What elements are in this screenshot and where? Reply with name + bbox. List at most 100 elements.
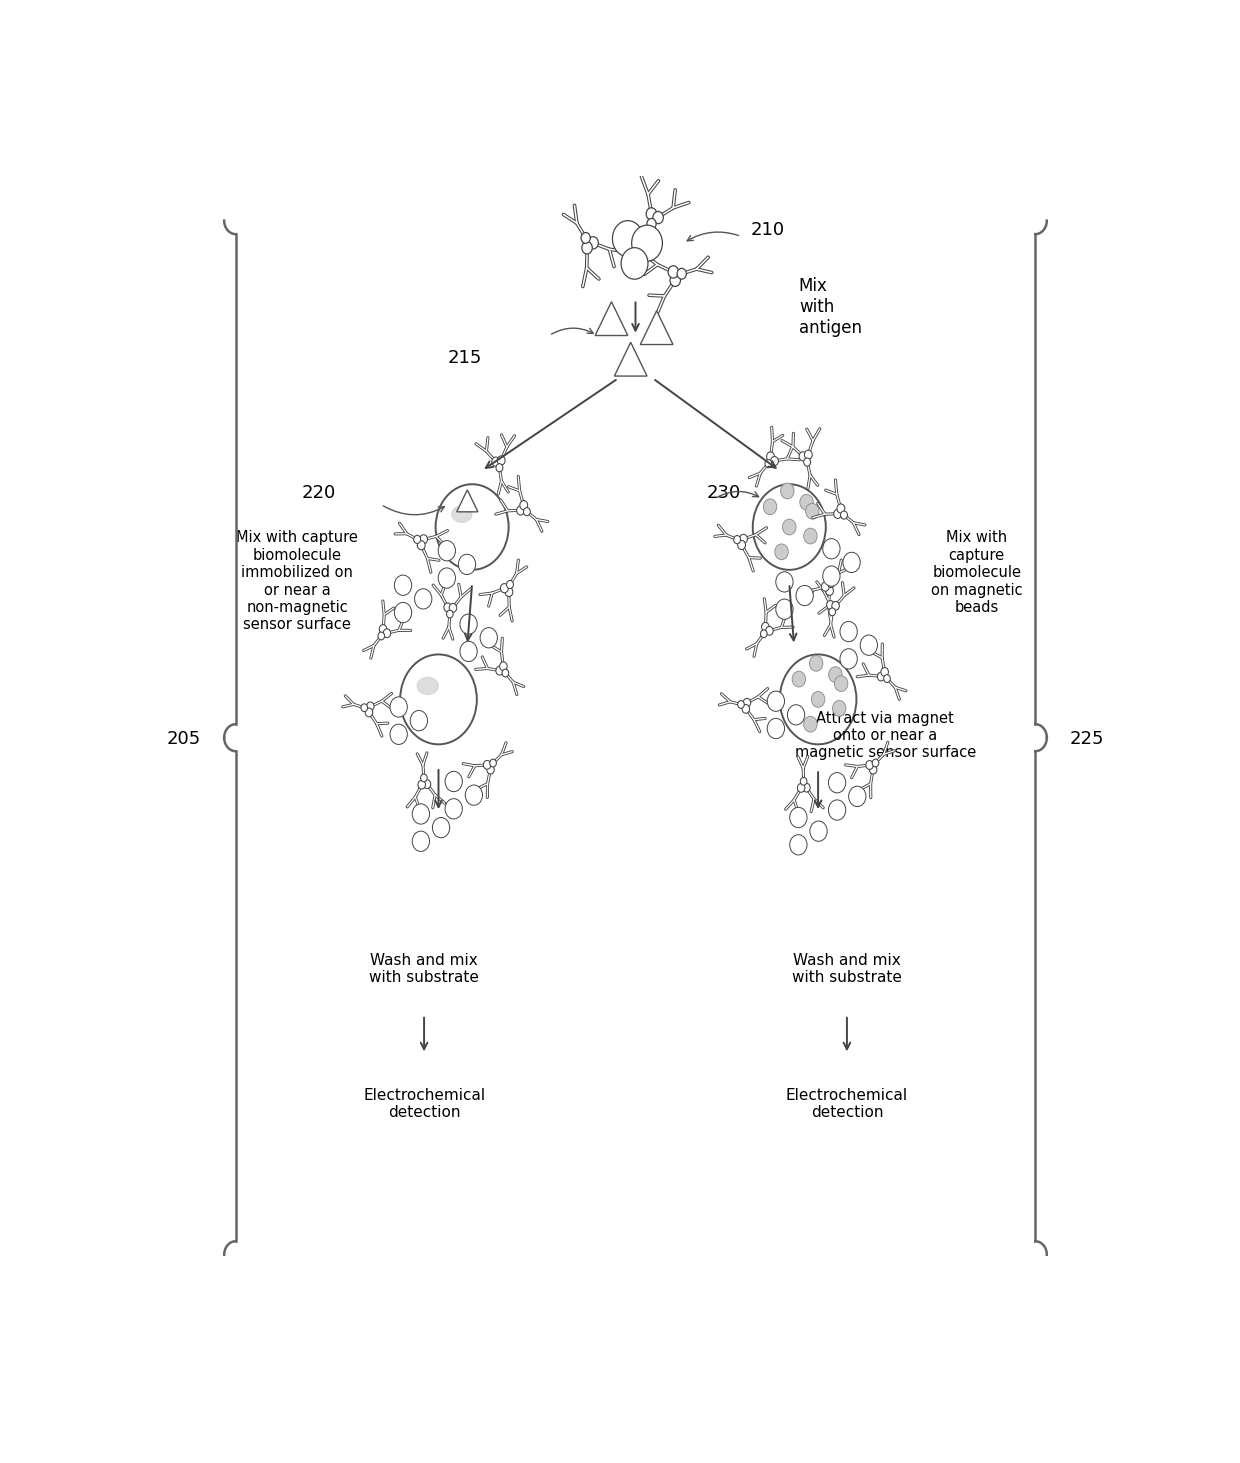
Circle shape — [613, 221, 644, 256]
Circle shape — [420, 774, 428, 781]
Circle shape — [811, 692, 825, 707]
Circle shape — [761, 622, 769, 631]
Circle shape — [444, 603, 451, 612]
Circle shape — [776, 572, 794, 593]
Circle shape — [433, 818, 450, 838]
Circle shape — [884, 674, 890, 682]
Circle shape — [738, 701, 744, 708]
Circle shape — [378, 632, 384, 639]
Circle shape — [438, 568, 455, 588]
Circle shape — [797, 784, 805, 793]
Circle shape — [646, 208, 657, 219]
Ellipse shape — [451, 506, 472, 522]
Circle shape — [449, 604, 456, 613]
Circle shape — [742, 705, 750, 714]
Circle shape — [379, 625, 387, 633]
Circle shape — [445, 771, 463, 791]
Circle shape — [827, 579, 835, 588]
Circle shape — [787, 705, 805, 726]
Circle shape — [677, 268, 686, 279]
Circle shape — [490, 759, 496, 767]
Circle shape — [810, 655, 823, 672]
Circle shape — [621, 247, 649, 279]
Text: 230: 230 — [707, 484, 742, 502]
Circle shape — [506, 581, 513, 588]
Circle shape — [423, 780, 430, 789]
Circle shape — [806, 503, 820, 519]
Circle shape — [765, 626, 774, 635]
Circle shape — [435, 484, 508, 569]
Circle shape — [828, 667, 842, 682]
Circle shape — [738, 540, 745, 550]
Circle shape — [500, 661, 507, 670]
Text: 220: 220 — [301, 484, 336, 502]
Circle shape — [496, 666, 503, 674]
Circle shape — [410, 711, 428, 732]
Circle shape — [670, 274, 681, 287]
Polygon shape — [456, 490, 477, 512]
Circle shape — [668, 266, 678, 278]
Text: 225: 225 — [1070, 730, 1105, 748]
Circle shape — [484, 761, 491, 770]
Text: Wash and mix
with substrate: Wash and mix with substrate — [792, 952, 901, 985]
Circle shape — [766, 452, 775, 461]
Circle shape — [828, 800, 846, 821]
Circle shape — [582, 233, 590, 243]
Circle shape — [790, 808, 807, 828]
Circle shape — [839, 622, 857, 642]
Circle shape — [412, 831, 429, 851]
Circle shape — [383, 629, 391, 638]
Text: Electrochemical
detection: Electrochemical detection — [786, 1088, 908, 1121]
Circle shape — [520, 500, 528, 509]
Circle shape — [734, 535, 740, 544]
Circle shape — [394, 575, 412, 595]
Circle shape — [764, 499, 776, 515]
Circle shape — [418, 780, 425, 789]
Circle shape — [781, 483, 794, 499]
Circle shape — [445, 799, 463, 819]
Circle shape — [768, 691, 785, 711]
Circle shape — [361, 704, 367, 711]
Circle shape — [841, 511, 847, 519]
Circle shape — [460, 614, 477, 635]
Circle shape — [775, 544, 789, 560]
Circle shape — [880, 667, 888, 676]
Circle shape — [631, 225, 662, 262]
Polygon shape — [614, 342, 647, 376]
Circle shape — [810, 821, 827, 841]
Circle shape — [459, 554, 476, 575]
Circle shape — [492, 456, 500, 467]
Circle shape — [391, 724, 407, 745]
Circle shape — [753, 484, 826, 569]
Circle shape — [367, 702, 374, 711]
Circle shape — [839, 648, 857, 669]
Circle shape — [365, 708, 373, 717]
Circle shape — [647, 218, 656, 230]
Circle shape — [414, 535, 420, 543]
Circle shape — [776, 598, 794, 619]
Circle shape — [792, 672, 806, 688]
Circle shape — [832, 601, 839, 610]
Circle shape — [418, 541, 425, 550]
Text: 210: 210 — [751, 221, 785, 238]
Circle shape — [837, 503, 844, 514]
Text: 205: 205 — [166, 730, 201, 748]
Circle shape — [821, 582, 830, 591]
Circle shape — [835, 676, 848, 692]
Circle shape — [465, 786, 482, 805]
Circle shape — [412, 803, 429, 824]
Text: Wash and mix
with substrate: Wash and mix with substrate — [370, 952, 479, 985]
Circle shape — [869, 765, 877, 774]
Circle shape — [487, 765, 495, 774]
Circle shape — [743, 698, 750, 707]
Circle shape — [780, 654, 857, 745]
Circle shape — [739, 534, 748, 543]
Circle shape — [790, 835, 807, 854]
Circle shape — [799, 452, 807, 461]
Circle shape — [872, 759, 879, 767]
Circle shape — [828, 772, 846, 793]
Polygon shape — [595, 301, 627, 335]
Circle shape — [804, 717, 817, 732]
Circle shape — [843, 552, 861, 572]
Circle shape — [760, 631, 768, 638]
